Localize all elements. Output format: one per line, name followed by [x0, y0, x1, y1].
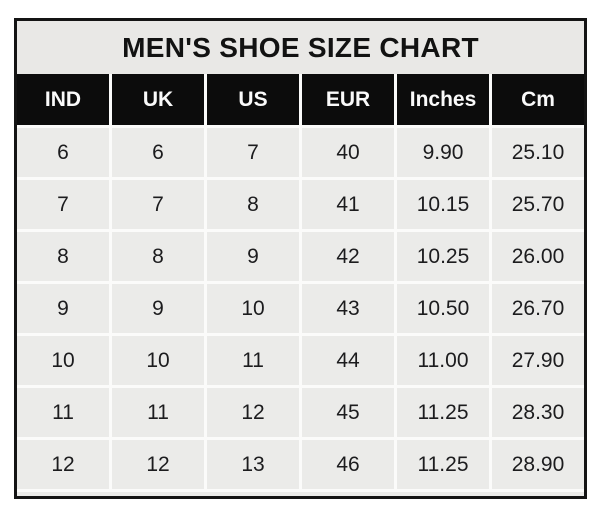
- table-cell: 9: [17, 284, 109, 333]
- table-body: 6 6 7 40 9.90 25.10 7 7 8 41 10.15 25.70 8 8 9 42 10.25 2…: [17, 125, 584, 496]
- column-header-ind: IND: [17, 74, 109, 125]
- table-cell: 13: [207, 440, 299, 489]
- table-cell: 10: [112, 336, 204, 385]
- table-cell: 11.25: [397, 440, 489, 489]
- chart-title: MEN'S SHOE SIZE CHART: [17, 21, 584, 74]
- column-header-cm: Cm: [492, 74, 584, 125]
- table-row: 8 8 9 42 10.25 26.00: [17, 232, 584, 281]
- column-header-inches: Inches: [397, 74, 489, 125]
- table-cell: 25.10: [492, 128, 584, 177]
- table-cell: 10.25: [397, 232, 489, 281]
- table-row: 7 7 8 41 10.15 25.70: [17, 180, 584, 229]
- table-cell: 26.00: [492, 232, 584, 281]
- column-header-eur: EUR: [302, 74, 394, 125]
- table-cell: 45: [302, 388, 394, 437]
- table-row: 9 9 10 43 10.50 26.70: [17, 284, 584, 333]
- table-cell: 25.70: [492, 180, 584, 229]
- table-cell: 11: [112, 388, 204, 437]
- table-cell: 10: [207, 284, 299, 333]
- table-cell: 44: [302, 336, 394, 385]
- table-row: 12 12 13 46 11.25 28.90: [17, 440, 584, 489]
- table-cell: 9.90: [397, 128, 489, 177]
- table-cell: 7: [112, 180, 204, 229]
- table-cell: 28.30: [492, 388, 584, 437]
- table-cell: 11: [17, 388, 109, 437]
- table-cell: 8: [17, 232, 109, 281]
- table-cell: 11.00: [397, 336, 489, 385]
- table-cell: 12: [17, 440, 109, 489]
- table-cell: 26.70: [492, 284, 584, 333]
- table-row: 11 11 12 45 11.25 28.30: [17, 388, 584, 437]
- table-cell: 9: [207, 232, 299, 281]
- table-cell: 8: [112, 232, 204, 281]
- table-cell: 11: [207, 336, 299, 385]
- shoe-size-chart-table: MEN'S SHOE SIZE CHART IND UK US EUR Inches Cm…: [14, 18, 587, 499]
- table-cell: 46: [302, 440, 394, 489]
- table-cell: 43: [302, 284, 394, 333]
- table-cell: 6: [17, 128, 109, 177]
- table-cell: 10.15: [397, 180, 489, 229]
- table-cell: 7: [17, 180, 109, 229]
- table-cell: 8: [207, 180, 299, 229]
- column-header-uk: UK: [112, 74, 204, 125]
- table-cell: 10.50: [397, 284, 489, 333]
- table-cell: 10: [17, 336, 109, 385]
- table-cell: 7: [207, 128, 299, 177]
- table-cell: 27.90: [492, 336, 584, 385]
- table-row: 6 6 7 40 9.90 25.10: [17, 128, 584, 177]
- table-cell: 6: [112, 128, 204, 177]
- table-cell: 9: [112, 284, 204, 333]
- table-cell: 42: [302, 232, 394, 281]
- table-cell: 28.90: [492, 440, 584, 489]
- table-cell: 40: [302, 128, 394, 177]
- table-cell: 12: [207, 388, 299, 437]
- column-header-us: US: [207, 74, 299, 125]
- header-row: IND UK US EUR Inches Cm: [17, 74, 584, 125]
- table-cell: 12: [112, 440, 204, 489]
- table-cell: 41: [302, 180, 394, 229]
- table-cell: 11.25: [397, 388, 489, 437]
- table-row: 10 10 11 44 11.00 27.90: [17, 336, 584, 385]
